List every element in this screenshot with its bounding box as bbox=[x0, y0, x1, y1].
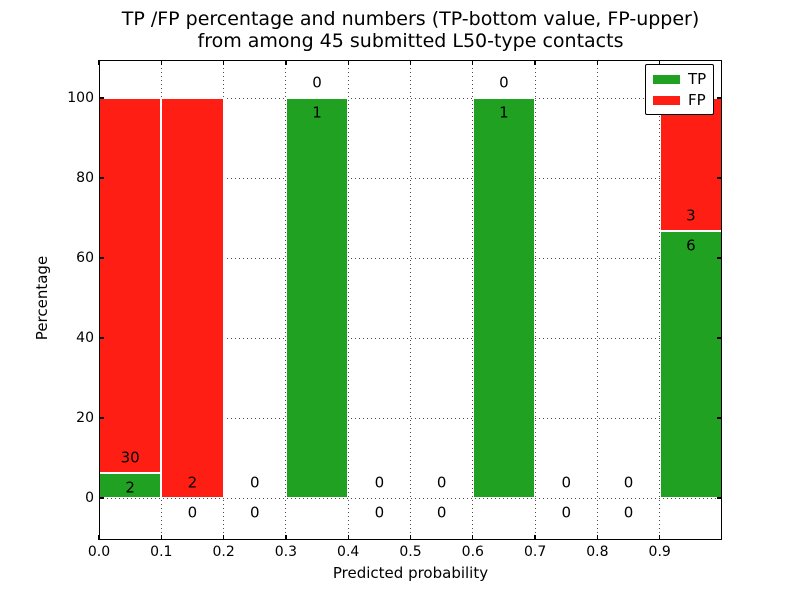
legend-item: FP bbox=[653, 91, 713, 109]
fp-color-swatch bbox=[653, 95, 680, 105]
x-tick-label: 0.6 bbox=[461, 544, 484, 560]
bar-tp-segment bbox=[659, 231, 722, 498]
bar-fp-count-label: 30 bbox=[120, 448, 140, 467]
legend: TP FP bbox=[645, 64, 714, 115]
bar-fp-count-label: 0 bbox=[436, 473, 447, 492]
x-tick bbox=[534, 60, 536, 65]
y-axis-label: Percentage bbox=[33, 255, 51, 341]
x-tick bbox=[472, 535, 474, 540]
bar-tp-segment bbox=[99, 473, 162, 498]
x-tick bbox=[222, 60, 225, 65]
bar-fp-count-label: 0 bbox=[499, 73, 509, 92]
x-gridline bbox=[596, 60, 598, 540]
bar-tp-count-label: 0 bbox=[187, 503, 198, 522]
x-tick bbox=[160, 60, 162, 65]
bar-tp-count-label: 0 bbox=[623, 503, 634, 522]
x-axis-label: Predicted probability bbox=[332, 564, 489, 582]
x-tick bbox=[98, 535, 100, 540]
x-gridline bbox=[223, 60, 225, 540]
x-tick bbox=[98, 60, 100, 65]
bar-tp-count-label: 0 bbox=[249, 503, 260, 522]
x-tick bbox=[596, 60, 599, 65]
bar-tp-count-label: 0 bbox=[374, 503, 385, 522]
x-tick-label: 0.4 bbox=[337, 544, 360, 560]
y-tick-label: 40 bbox=[76, 330, 94, 346]
bar-fp-segment bbox=[659, 98, 722, 232]
bar-fp-segment bbox=[99, 98, 162, 473]
bar-fp-segment bbox=[161, 98, 224, 498]
y-tick bbox=[99, 177, 104, 179]
y-tick bbox=[99, 337, 104, 339]
bar-fp-count-label: 0 bbox=[249, 473, 260, 492]
y-tick bbox=[99, 497, 104, 499]
y-tick-label: 100 bbox=[67, 90, 94, 106]
x-tick bbox=[285, 60, 287, 65]
y-tick bbox=[717, 97, 722, 99]
x-tick bbox=[347, 60, 349, 65]
x-tick bbox=[534, 535, 536, 540]
y-tick bbox=[717, 337, 722, 339]
x-tick-label: 0.2 bbox=[212, 544, 235, 560]
tp-color-swatch bbox=[653, 74, 680, 84]
y-tick bbox=[99, 417, 104, 419]
chart-title-line-2: from among 45 submitted L50-type contact… bbox=[197, 30, 624, 52]
chart-title: TP /FP percentage and numbers (TP-bottom… bbox=[99, 8, 722, 52]
legend-item-label: FP bbox=[688, 91, 706, 109]
bar-fp-count-label: 0 bbox=[374, 473, 385, 492]
x-tick bbox=[409, 535, 412, 540]
x-tick bbox=[596, 535, 599, 540]
bar-tp-segment bbox=[285, 98, 349, 498]
x-tick bbox=[160, 535, 162, 540]
x-tick bbox=[347, 535, 349, 540]
plot-area: 30 2 2 0 0 0 0 1 0 0 0 0 0 1 0 0 0 0 3 6 bbox=[98, 60, 722, 540]
bar-tp-segment bbox=[472, 98, 536, 498]
bar-tp-count-label: 2 bbox=[125, 478, 135, 497]
y-tick bbox=[717, 177, 722, 179]
x-tick-label: 0.9 bbox=[648, 544, 671, 560]
x-tick bbox=[472, 60, 474, 65]
bar-tp-count-label: 0 bbox=[436, 503, 447, 522]
bar-fp-count-label: 2 bbox=[187, 473, 198, 492]
bar-tp-count-label: 0 bbox=[561, 503, 572, 522]
bar-tp-count-label: 1 bbox=[499, 103, 509, 122]
zero-gridline bbox=[99, 497, 722, 499]
chart-title-line-1: TP /FP percentage and numbers (TP-bottom… bbox=[121, 8, 700, 30]
x-tick-label: 0.0 bbox=[87, 544, 111, 560]
y-tick bbox=[99, 97, 104, 99]
bar-fp-count-label: 3 bbox=[686, 206, 696, 225]
x-tick bbox=[659, 535, 661, 540]
bar-tp-count-label: 1 bbox=[312, 103, 322, 122]
bar-fp-count-label: 0 bbox=[312, 73, 322, 92]
x-tick-label: 0.8 bbox=[586, 544, 609, 560]
bar-tp-count-label: 6 bbox=[686, 236, 696, 255]
x-tick-label: 0.3 bbox=[274, 544, 298, 560]
y-tick-label: 80 bbox=[76, 170, 94, 186]
x-tick bbox=[285, 535, 287, 540]
x-tick-label: 0.5 bbox=[399, 544, 422, 560]
bar-fp-count-label: 0 bbox=[561, 473, 572, 492]
bar-fp-count-label: 0 bbox=[623, 473, 634, 492]
x-gridline bbox=[534, 60, 536, 540]
legend-item-label: TP bbox=[688, 70, 707, 88]
x-tick-label: 0.1 bbox=[150, 544, 173, 560]
y-tick-label: 20 bbox=[76, 410, 94, 426]
x-gridline bbox=[410, 60, 411, 540]
y-tick-label: 60 bbox=[76, 250, 94, 266]
y-tick bbox=[717, 257, 722, 259]
y-tick bbox=[717, 417, 722, 419]
x-tick bbox=[222, 535, 225, 540]
y-tick-label: 0 bbox=[85, 490, 94, 506]
x-gridline bbox=[347, 60, 349, 540]
x-tick bbox=[409, 60, 412, 65]
legend-item: TP bbox=[653, 70, 713, 88]
x-tick-label: 0.7 bbox=[523, 544, 547, 560]
x-tick bbox=[659, 60, 661, 65]
y-tick bbox=[99, 257, 104, 259]
y-tick bbox=[717, 497, 722, 499]
